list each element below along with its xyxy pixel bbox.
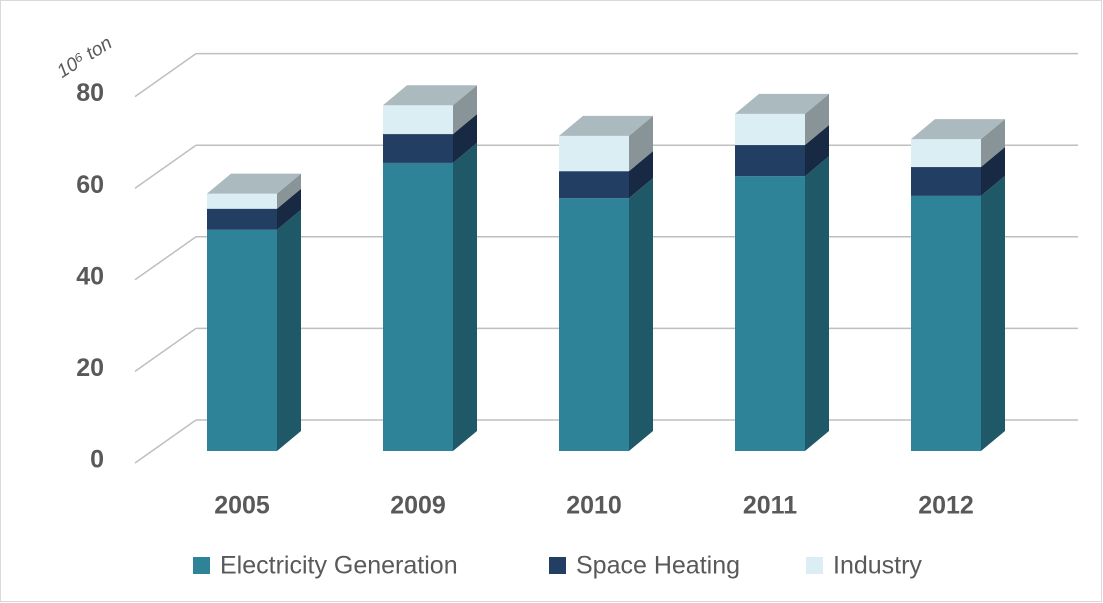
bar-side xyxy=(277,188,301,230)
bar-top xyxy=(559,115,653,136)
bar-top xyxy=(911,119,1005,140)
bar-segment xyxy=(911,195,981,451)
bar-segment xyxy=(735,113,805,146)
bar-side xyxy=(629,151,653,199)
legend-swatch xyxy=(549,557,566,574)
bar-top xyxy=(207,173,301,194)
bar-segment xyxy=(559,171,629,199)
x-tick-label: 2011 xyxy=(743,492,797,520)
bar-side xyxy=(629,178,653,451)
x-tick-label: 2012 xyxy=(918,492,974,520)
bar-side xyxy=(277,173,301,209)
bar-segment xyxy=(383,105,453,135)
grid-line-depth xyxy=(134,144,197,189)
bar-segment xyxy=(735,176,805,451)
grid-line-depth xyxy=(134,236,197,281)
legend-label: Industry xyxy=(833,552,922,580)
bar-top xyxy=(735,93,829,114)
bar-segment xyxy=(207,229,277,451)
bar-side xyxy=(981,119,1005,168)
bar-segment xyxy=(207,193,277,209)
legend-label: Space Heating xyxy=(576,552,740,580)
bar-side xyxy=(805,156,829,451)
bar-side xyxy=(805,125,829,177)
bar-side xyxy=(805,93,829,146)
bar-side xyxy=(453,114,477,163)
bar-side xyxy=(453,142,477,451)
legend-label: Electricity Generation xyxy=(220,552,458,580)
x-tick-label: 2005 xyxy=(214,492,270,520)
y-tick-label: 20 xyxy=(76,354,104,382)
legend-swatch xyxy=(193,557,210,574)
bar-side xyxy=(629,115,653,172)
legend-swatch xyxy=(806,557,823,574)
y-tick-label: 0 xyxy=(90,446,104,474)
bar-top xyxy=(383,85,477,106)
bar-segment xyxy=(207,208,277,230)
grid-line-depth xyxy=(134,52,197,98)
bar-segment xyxy=(911,139,981,168)
bar-side xyxy=(981,175,1005,452)
y-tick-label: 60 xyxy=(76,171,104,199)
bar-side xyxy=(981,147,1005,196)
bar-segment xyxy=(383,134,453,163)
grid-line-depth xyxy=(134,327,197,373)
y-tick-label: 80 xyxy=(76,79,104,107)
bar-segment xyxy=(911,167,981,196)
bar-segment xyxy=(383,162,453,451)
x-tick-label: 2009 xyxy=(390,492,446,520)
bar-side xyxy=(277,209,301,451)
bar-segment xyxy=(559,135,629,172)
bar-side xyxy=(453,85,477,135)
y-tick-label: 40 xyxy=(76,262,104,290)
grid-line-depth xyxy=(134,419,197,464)
bar-segment xyxy=(559,198,629,451)
bar-segment xyxy=(735,145,805,177)
x-tick-label: 2010 xyxy=(566,492,622,520)
